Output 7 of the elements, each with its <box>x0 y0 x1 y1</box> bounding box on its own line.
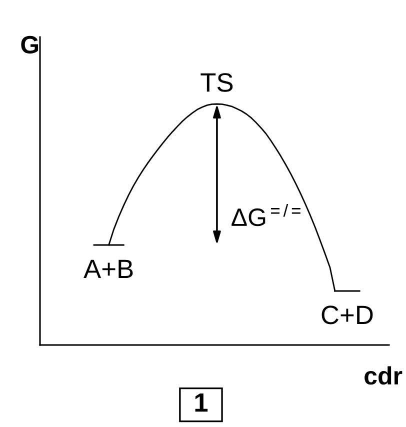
series-label: A+B <box>84 260 133 278</box>
annotation: ΔG$^{=/=}$ <box>232 204 300 226</box>
text: 1 <box>195 393 208 412</box>
x-axis-title: cdr <box>364 366 402 385</box>
y-axis-title: G <box>21 36 38 54</box>
series-label: C+D <box>322 306 373 324</box>
annotation: TS <box>200 73 233 92</box>
